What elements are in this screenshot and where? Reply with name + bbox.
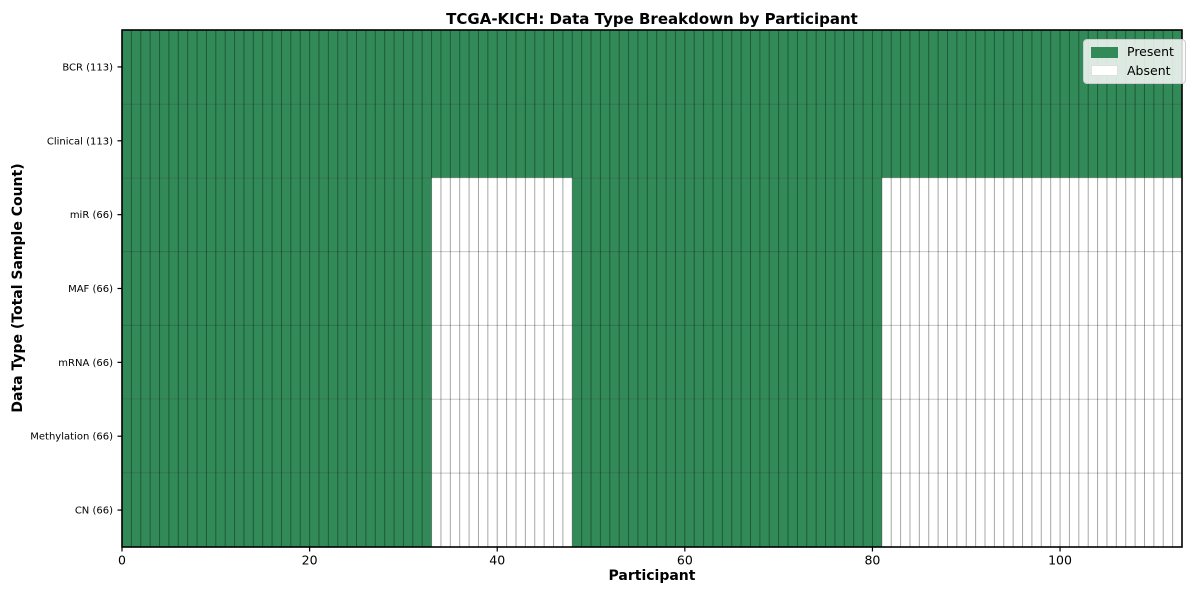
x-tick-label: 80 xyxy=(864,553,880,568)
x-tick-label: 20 xyxy=(302,553,318,568)
y-tick-label: mRNA (66) xyxy=(58,358,113,369)
x-tick-label: 100 xyxy=(1048,553,1072,568)
heatmap-present-segment xyxy=(122,251,432,326)
heatmap-present-segment xyxy=(572,399,882,474)
y-tick-label: Methylation (66) xyxy=(30,432,113,443)
heatmap-present-segment xyxy=(122,325,432,400)
y-tick-label: Clinical (113) xyxy=(47,136,113,147)
x-tick-label: 0 xyxy=(118,553,126,568)
x-tick-label: 40 xyxy=(489,553,505,568)
heatmap-present-segment xyxy=(572,325,882,400)
chart-title: TCGA-KICH: Data Type Breakdown by Partic… xyxy=(446,10,858,28)
x-tick-label: 60 xyxy=(677,553,693,568)
legend-entry-present: Present xyxy=(1091,44,1177,59)
y-tick-label: CN (66) xyxy=(75,506,113,517)
y-tick-label: MAF (66) xyxy=(68,284,113,295)
legend-label-present: Present xyxy=(1127,44,1174,59)
heatmap-present-segment xyxy=(122,30,1182,104)
legend: Present Absent xyxy=(1083,39,1186,84)
heatmap-present-segment xyxy=(122,103,1182,178)
y-tick-label: miR (66) xyxy=(70,210,113,221)
heatmap-present-segment xyxy=(572,251,882,326)
y-tick-label: BCR (113) xyxy=(62,62,113,73)
heatmap-present-segment xyxy=(572,473,882,547)
present-swatch-icon xyxy=(1091,46,1118,58)
absent-swatch-icon xyxy=(1091,65,1118,77)
heatmap-present-segment xyxy=(122,399,432,474)
heatmap-present-segment xyxy=(122,177,432,252)
heatmap-present-segment xyxy=(572,177,882,252)
legend-entry-absent: Absent xyxy=(1091,62,1177,78)
legend-label-absent: Absent xyxy=(1127,62,1171,78)
heatmap-present-segment xyxy=(122,473,432,547)
x-axis-label: Participant xyxy=(608,568,696,584)
